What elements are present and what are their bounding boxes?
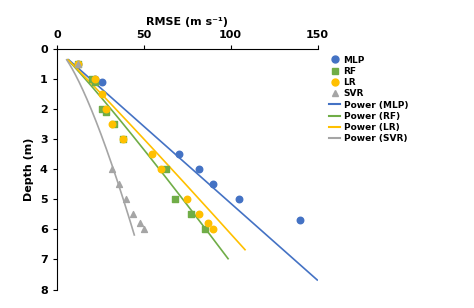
- Power (SVR): [64, 58, 70, 62]
- SVR: [123, 197, 130, 202]
- Power (LR): [242, 248, 248, 252]
- RF: [98, 107, 106, 112]
- Line: Power (RF): Power (RF): [68, 60, 228, 259]
- RF: [171, 197, 179, 202]
- Power (SVR): [70, 68, 75, 71]
- SVR: [137, 221, 144, 226]
- RF: [201, 227, 209, 232]
- MLP: [74, 62, 82, 67]
- Power (RF): [225, 257, 231, 261]
- RF: [119, 137, 127, 142]
- LR: [210, 227, 217, 232]
- RF: [187, 212, 194, 217]
- Line: Power (LR): Power (LR): [68, 60, 245, 250]
- LR: [196, 212, 203, 217]
- Power (SVR): [96, 128, 102, 131]
- Line: Power (MLP): Power (MLP): [69, 60, 317, 280]
- Power (RF): [183, 201, 189, 205]
- Power (MLP): [236, 209, 242, 212]
- LR: [157, 167, 165, 172]
- Power (LR): [200, 201, 206, 205]
- Power (MLP): [75, 66, 81, 70]
- LR: [119, 137, 127, 142]
- MLP: [296, 218, 304, 223]
- MLP: [210, 182, 217, 187]
- Power (MLP): [132, 117, 138, 120]
- Power (LR): [170, 168, 176, 172]
- RF: [102, 110, 109, 115]
- Power (SVR): [118, 191, 124, 194]
- RF: [110, 122, 118, 127]
- SVR: [129, 212, 137, 217]
- MLP: [236, 197, 243, 202]
- MLP: [98, 80, 106, 85]
- RF: [163, 167, 170, 172]
- Power (SVR): [76, 79, 82, 83]
- SVR: [109, 167, 116, 172]
- RF: [74, 62, 82, 67]
- LR: [91, 77, 99, 82]
- Power (LR): [190, 190, 195, 193]
- Power (MLP): [151, 133, 156, 137]
- LR: [149, 152, 156, 157]
- Power (SVR): [89, 108, 94, 111]
- Line: Power (SVR): Power (SVR): [67, 60, 134, 235]
- LR: [204, 221, 212, 226]
- LR: [98, 92, 106, 97]
- Power (MLP): [208, 184, 214, 188]
- Power (RF): [134, 139, 140, 143]
- Power (SVR): [131, 233, 137, 237]
- LR: [109, 122, 116, 127]
- Power (MLP): [104, 91, 109, 95]
- MLP: [175, 152, 182, 157]
- Power (MLP): [66, 58, 72, 62]
- Power (SVR): [93, 119, 99, 122]
- Power (LR): [65, 58, 71, 62]
- LR: [74, 62, 82, 67]
- MLP: [196, 167, 203, 172]
- Power (RF): [138, 144, 144, 148]
- Power (RF): [65, 58, 71, 62]
- SVR: [116, 182, 123, 187]
- LR: [183, 197, 191, 202]
- Power (LR): [101, 95, 107, 99]
- Power (RF): [194, 216, 200, 220]
- MLP: [91, 77, 99, 82]
- SVR: [74, 62, 82, 67]
- LR: [102, 107, 109, 112]
- Power (RF): [201, 225, 207, 229]
- Power (LR): [113, 107, 118, 111]
- Power (RF): [200, 223, 206, 227]
- X-axis label: RMSE (m s⁻¹): RMSE (m s⁻¹): [146, 17, 228, 27]
- Y-axis label: Depth (m): Depth (m): [25, 138, 35, 201]
- RF: [91, 80, 99, 85]
- RF: [88, 77, 95, 82]
- Power (LR): [223, 227, 228, 230]
- SVR: [140, 227, 147, 232]
- Legend: MLP, RF, LR, SVR, Power (MLP), Power (RF), Power (LR), Power (SVR): MLP, RF, LR, SVR, Power (MLP), Power (RF…: [328, 54, 410, 145]
- Power (MLP): [314, 278, 320, 282]
